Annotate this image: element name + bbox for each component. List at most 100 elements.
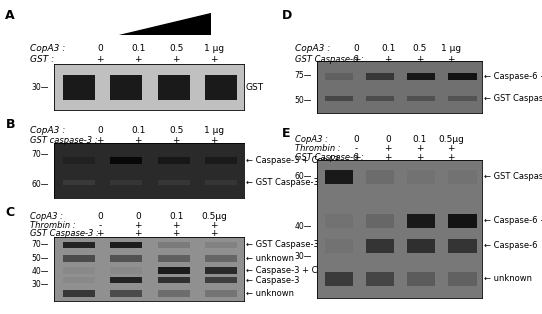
Text: +: + (172, 221, 180, 230)
Text: +: + (96, 136, 104, 145)
Text: 0.1: 0.1 (131, 44, 145, 53)
Text: GST :: GST : (30, 55, 54, 64)
Text: CopA3 :: CopA3 : (295, 135, 328, 144)
Text: ← unknown: ← unknown (246, 289, 294, 298)
Text: 0: 0 (98, 126, 103, 135)
Bar (448, 73, 476, 80)
Bar (63, 267, 95, 274)
Text: +: + (96, 229, 104, 238)
Bar (205, 277, 237, 284)
Bar (158, 267, 190, 274)
Bar (158, 277, 190, 284)
Text: 1 μg: 1 μg (204, 44, 224, 53)
Text: ← Caspase-6 + CopA3: ← Caspase-6 + CopA3 (484, 216, 542, 225)
Text: +: + (210, 229, 218, 238)
Bar (205, 180, 237, 185)
Text: GST Caspase-3 :: GST Caspase-3 : (30, 229, 99, 238)
Text: +: + (447, 153, 455, 161)
Text: 0: 0 (354, 135, 359, 144)
Bar (448, 239, 476, 253)
Text: ← unknown: ← unknown (246, 254, 294, 263)
Text: +: + (353, 153, 360, 161)
Bar (407, 239, 435, 253)
Bar (110, 241, 143, 248)
Bar (158, 75, 190, 100)
Text: +: + (384, 55, 392, 64)
Text: ← GST Caspase-3: ← GST Caspase-3 (246, 240, 319, 249)
Text: +: + (210, 136, 218, 145)
Bar (407, 272, 435, 286)
Text: 40—: 40— (295, 222, 312, 231)
Text: +: + (416, 144, 423, 153)
Text: 0: 0 (385, 135, 391, 144)
Text: +: + (353, 55, 360, 64)
Text: 0.1: 0.1 (381, 44, 395, 53)
Bar (325, 96, 353, 101)
Bar (205, 267, 237, 274)
Bar (448, 272, 476, 286)
Bar (366, 96, 394, 101)
Bar (158, 157, 190, 164)
Polygon shape (119, 13, 211, 35)
Bar (325, 214, 353, 228)
Text: +: + (384, 144, 392, 153)
Bar (205, 290, 237, 297)
Text: 0.1: 0.1 (412, 135, 427, 144)
Text: +: + (172, 55, 180, 64)
Bar (158, 255, 190, 262)
Text: +: + (416, 55, 423, 64)
Bar (158, 241, 190, 248)
Bar (63, 255, 95, 262)
Text: 30—: 30— (31, 83, 49, 92)
Text: +: + (134, 229, 142, 238)
Bar (63, 157, 95, 164)
Text: 0.5μg: 0.5μg (438, 135, 464, 144)
Bar (448, 214, 476, 228)
Text: 40—: 40— (31, 267, 49, 276)
Text: 30—: 30— (295, 252, 312, 261)
Text: GST Caspase-6 :: GST Caspase-6 : (295, 153, 364, 161)
Text: +: + (134, 136, 142, 145)
Text: CopA3 :: CopA3 : (30, 44, 65, 53)
Bar (110, 157, 143, 164)
Text: 0: 0 (354, 44, 359, 53)
Text: 0.5μg: 0.5μg (201, 212, 227, 221)
Bar (110, 180, 143, 185)
Text: 0.5: 0.5 (412, 44, 427, 53)
Bar (205, 255, 237, 262)
Text: CopA3 :: CopA3 : (30, 212, 63, 221)
Text: GST: GST (246, 83, 264, 92)
Text: Thrombin :: Thrombin : (30, 221, 75, 230)
Text: ← Caspase-6: ← Caspase-6 (484, 241, 538, 250)
Text: 70—: 70— (31, 240, 49, 249)
Bar (448, 170, 476, 184)
Bar (63, 180, 95, 185)
Text: 50—: 50— (295, 96, 312, 105)
Bar (110, 277, 143, 284)
Bar (366, 239, 394, 253)
Bar (407, 214, 435, 228)
Text: +: + (96, 55, 104, 64)
Text: E: E (282, 127, 291, 140)
Text: CopA3 :: CopA3 : (30, 126, 65, 135)
Bar (325, 239, 353, 253)
Bar (63, 290, 95, 297)
Text: 60—: 60— (31, 180, 49, 189)
Text: ← GST Caspase-3: ← GST Caspase-3 (246, 178, 319, 187)
Text: Thrombin :: Thrombin : (295, 144, 341, 153)
Bar (158, 290, 190, 297)
Bar (110, 267, 143, 274)
Text: ← Caspase-3 + CopA3: ← Caspase-3 + CopA3 (246, 266, 339, 275)
Text: +: + (172, 229, 180, 238)
Text: 0.1: 0.1 (169, 212, 183, 221)
Text: +: + (210, 55, 218, 64)
Text: +: + (384, 153, 392, 161)
Text: B: B (5, 118, 15, 131)
Bar (325, 73, 353, 80)
Bar (205, 75, 237, 100)
Bar (366, 272, 394, 286)
Text: 1 μg: 1 μg (204, 126, 224, 135)
Text: +: + (447, 144, 455, 153)
Bar (407, 170, 435, 184)
Text: +: + (447, 55, 455, 64)
